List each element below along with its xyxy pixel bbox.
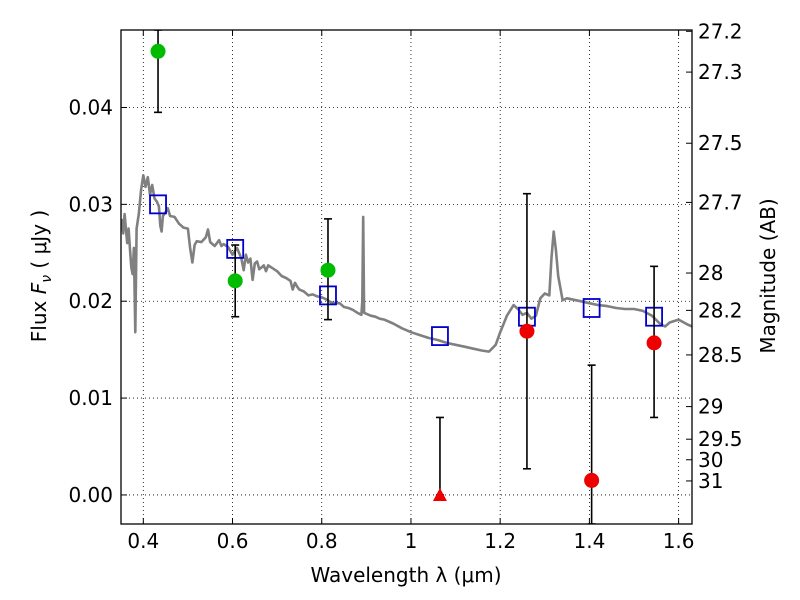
magnitude-tick-label: 31 — [698, 469, 723, 493]
magnitude-tick-label: 30 — [698, 448, 723, 472]
magnitude-tick-label: 28.5 — [698, 343, 743, 367]
y-tick-label: 0.04 — [68, 95, 113, 119]
magnitude-tick-label: 27.2 — [698, 19, 743, 43]
observed-flux-point — [646, 335, 662, 351]
magnitude-tick-label: 28 — [698, 261, 723, 285]
y-tick-label: 0.02 — [68, 289, 113, 313]
model-photometry-square — [431, 326, 449, 346]
x-tick-label: 1 — [405, 529, 418, 553]
observed-flux-point — [519, 323, 535, 339]
magnitude-tick-label: 29 — [698, 395, 723, 419]
observed-flux-point — [584, 472, 600, 488]
y-axis-label-symbol: F — [27, 282, 51, 294]
magnitude-tick-label: 28.2 — [698, 298, 743, 322]
axis-ticks: 0.4 0.6 0.8 1 1.2 1.4 1.6 0.00 0.01 0.02 0.03 0.04 2… — [68, 19, 742, 553]
observed-flux-point — [320, 262, 336, 278]
magnitude-tick-label: 27.7 — [698, 190, 743, 214]
magnitude-tick-label: 29.5 — [698, 427, 743, 451]
data-points — [149, 30, 663, 524]
x-tick-label: 0.4 — [127, 529, 159, 553]
x-tick-label: 0.6 — [217, 529, 249, 553]
y-axis-label: Flux Fν ( μJy ) — [27, 210, 55, 342]
model-spectrum — [120, 174, 693, 353]
x-tick-label: 0.8 — [306, 529, 338, 553]
y-tick-label: 0.03 — [68, 192, 113, 216]
right-axis-label: Magnitude (AB) — [756, 198, 780, 353]
magnitude-tick-label: 27.3 — [698, 60, 743, 84]
grid — [121, 30, 692, 524]
model-photometry-square — [149, 194, 167, 215]
model-spectrum-line — [120, 174, 693, 353]
x-tick-label: 1.6 — [663, 529, 695, 553]
magnitude-tick-label: 27.5 — [698, 131, 743, 155]
y-tick-label: 0.00 — [68, 483, 113, 507]
x-tick-label: 1.4 — [573, 529, 605, 553]
y-axis-label-prefix: Flux — [27, 294, 51, 342]
upper-limit-triangle — [432, 487, 447, 501]
observed-flux-point — [227, 273, 243, 289]
y-tick-label: 0.01 — [68, 386, 113, 410]
x-tick-label: 1.2 — [484, 529, 516, 553]
y-axis-label-suffix: ( μJy ) — [27, 210, 51, 275]
x-axis-label: Wavelength λ (μm) — [310, 563, 501, 587]
observed-flux-point — [150, 43, 166, 59]
model-photometry-square — [582, 298, 601, 318]
y-axis-label-sub: ν — [39, 275, 55, 283]
plot-frame — [120, 29, 693, 525]
